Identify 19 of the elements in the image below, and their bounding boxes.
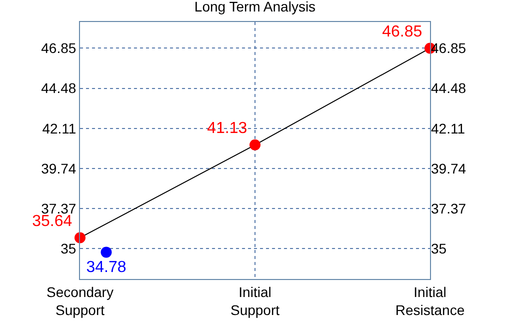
y2-tick-label: 35 [431, 240, 447, 256]
data-label: 46.85 [382, 23, 422, 40]
x-tick-label: Initial Resistance [395, 284, 465, 318]
y-tick-label: 35 [60, 240, 76, 256]
data-label: 34.78 [86, 259, 126, 276]
y2-tick-label: 37.37 [431, 200, 466, 216]
point [250, 139, 260, 150]
data-label: 35.64 [32, 212, 72, 230]
y2-tick-label: 42.11 [431, 120, 466, 136]
chart-title: Long Term Analysis [194, 0, 316, 14]
x-tick-label: Secondary Support [46, 284, 114, 318]
y-tick-label: 42.11 [42, 120, 76, 136]
y-tick-label: 46.85 [41, 40, 76, 56]
x-tick-label: Initial Support [230, 284, 280, 318]
data-label: 41.13 [207, 120, 248, 138]
y-tick-label: 39.74 [41, 160, 76, 176]
y2-tick-label: 44.48 [431, 80, 466, 96]
y-tick-label: 44.48 [41, 80, 76, 96]
y2-tick-label: 39.74 [431, 160, 466, 176]
